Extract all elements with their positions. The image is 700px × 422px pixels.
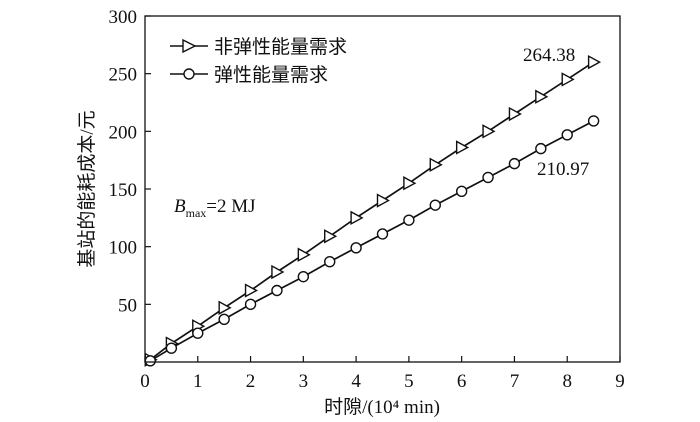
- series-2-point: [324, 255, 336, 268]
- series-2-point: [297, 270, 310, 283]
- x-tick-label: 7: [510, 371, 520, 392]
- x-tick-label: 2: [246, 371, 256, 392]
- bmax-sub: max: [186, 206, 207, 220]
- series-1-point: [535, 89, 549, 104]
- series-2-point: [535, 142, 547, 155]
- series-2-point: [350, 242, 362, 254]
- bmax-base: B: [174, 196, 186, 217]
- series-layer: [144, 54, 602, 367]
- series-2-point: [587, 115, 600, 127]
- series-line-2: [149, 120, 594, 362]
- x-tick-label: 9: [615, 371, 625, 392]
- x-axis-label: 时隙/(10⁴ min): [324, 396, 440, 418]
- y-tick-label: 50: [118, 295, 137, 316]
- legend-marker-circle-icon: [183, 68, 195, 80]
- y-axis-ticks: 50 100 150 200 250 300: [109, 7, 151, 316]
- series-1-point: [218, 300, 232, 315]
- series-1-point: [482, 124, 496, 139]
- x-tick-label: 5: [404, 371, 414, 392]
- series-1-point: [376, 193, 390, 208]
- y-tick-label: 150: [109, 180, 138, 201]
- series-2-point: [508, 157, 521, 170]
- plot-frame: [144, 15, 621, 363]
- end-label-elastic: 210.97: [537, 159, 589, 180]
- series-2-point: [482, 171, 494, 184]
- x-tick-label: 6: [457, 371, 467, 392]
- legend-label-elastic: 弹性能量需求: [214, 64, 328, 86]
- series-1-point: [455, 140, 470, 155]
- x-tick-label: 4: [351, 371, 361, 392]
- series-1-point: [297, 247, 311, 262]
- series-2-point: [218, 313, 230, 326]
- series-2-point: [429, 199, 441, 211]
- series-1-point: [271, 264, 285, 280]
- bmax-rest: =2 MJ: [206, 196, 255, 217]
- series-1-point: [508, 106, 522, 122]
- y-tick-label: 300: [109, 7, 138, 28]
- series-2-point: [561, 129, 573, 141]
- series-1-point: [324, 229, 338, 244]
- series-1-point: [350, 210, 364, 226]
- series-1-point: [561, 72, 575, 87]
- bmax-annotation: Bmax=2 MJ: [174, 196, 256, 220]
- y-tick-label: 100: [109, 238, 138, 259]
- series-1-point: [429, 157, 443, 172]
- x-tick-label: 1: [193, 371, 203, 392]
- end-label-inelastic: 264.38: [523, 45, 575, 66]
- series-2-point: [271, 284, 283, 297]
- series-1-point: [403, 176, 417, 191]
- legend-label-inelastic: 非弹性能量需求: [214, 36, 347, 58]
- legend-marker-triangle-icon: [182, 38, 197, 54]
- y-tick-label: 250: [109, 65, 138, 86]
- x-tick-label: 0: [140, 371, 150, 392]
- series-2-point: [455, 185, 468, 198]
- series-2-point: [244, 298, 257, 311]
- series-2-point: [376, 228, 389, 240]
- y-tick-label: 200: [109, 122, 138, 143]
- x-tick-label: 8: [562, 371, 572, 392]
- series-2-point: [165, 342, 178, 354]
- x-tick-label: 3: [299, 371, 309, 392]
- series-2-point: [403, 214, 415, 226]
- y-axis-label: 基站的能耗成本/元: [76, 110, 98, 267]
- series-2-point: [192, 327, 204, 339]
- legend: 非弹性能量需求 弹性能量需求: [170, 36, 347, 86]
- series-1-point: [244, 283, 259, 298]
- series-1-point: [587, 54, 602, 70]
- series-2-point: [144, 355, 156, 367]
